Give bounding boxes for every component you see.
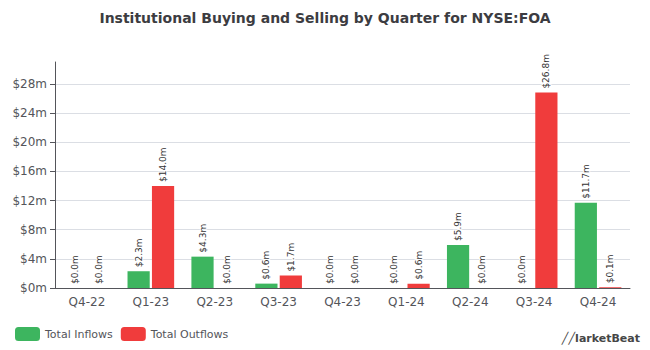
svg-text:$0.0m: $0.0m: [94, 255, 104, 284]
svg-text:Q3-24: Q3-24: [516, 295, 553, 309]
svg-text:$0.0m: $0.0m: [350, 255, 360, 284]
svg-text:Q3-23: Q3-23: [260, 295, 297, 309]
svg-text:$2.3m: $2.3m: [134, 238, 144, 267]
svg-text:$20m: $20m: [12, 135, 47, 149]
svg-text:$0.0m: $0.0m: [325, 255, 335, 284]
svg-text:$26.8m: $26.8m: [541, 54, 551, 89]
svg-text:$5.9m: $5.9m: [453, 212, 463, 241]
svg-text:╱╱larketBeat: ╱╱larketBeat: [561, 331, 640, 345]
svg-text:Q4-22: Q4-22: [69, 295, 106, 309]
svg-text:$0.0m: $0.0m: [70, 255, 80, 284]
svg-text:$28m: $28m: [12, 77, 47, 91]
svg-text:$4m: $4m: [20, 252, 47, 266]
svg-text:Total Outflows: Total Outflows: [150, 328, 229, 341]
svg-text:$24m: $24m: [12, 106, 47, 120]
svg-text:Q4-23: Q4-23: [324, 295, 361, 309]
svg-text:$0.0m: $0.0m: [222, 255, 232, 284]
svg-text:$0.1m: $0.1m: [605, 254, 615, 283]
svg-text:Q4-24: Q4-24: [580, 295, 617, 309]
svg-text:Q1-23: Q1-23: [132, 295, 169, 309]
svg-text:$16m: $16m: [12, 164, 47, 178]
svg-text:Q1-24: Q1-24: [388, 295, 425, 309]
svg-text:$8m: $8m: [20, 223, 47, 237]
svg-text:Q2-24: Q2-24: [452, 295, 489, 309]
svg-text:$0.6m: $0.6m: [261, 251, 271, 280]
svg-text:Institutional Buying and Selli: Institutional Buying and Selling by Quar…: [99, 10, 550, 26]
svg-text:Q2-23: Q2-23: [196, 295, 233, 309]
svg-text:$14.0m: $14.0m: [158, 147, 168, 182]
svg-text:$0.0m: $0.0m: [389, 255, 399, 284]
svg-text:$1.7m: $1.7m: [286, 243, 296, 272]
svg-text:Total Inflows: Total Inflows: [44, 328, 113, 341]
svg-text:$0m: $0m: [20, 281, 47, 295]
svg-text:$0.0m: $0.0m: [517, 255, 527, 284]
svg-text:$0.6m: $0.6m: [414, 251, 424, 280]
svg-text:$11.7m: $11.7m: [581, 164, 591, 199]
svg-text:$12m: $12m: [12, 194, 47, 208]
svg-text:$4.3m: $4.3m: [198, 224, 208, 253]
svg-text:$0.0m: $0.0m: [477, 255, 487, 284]
